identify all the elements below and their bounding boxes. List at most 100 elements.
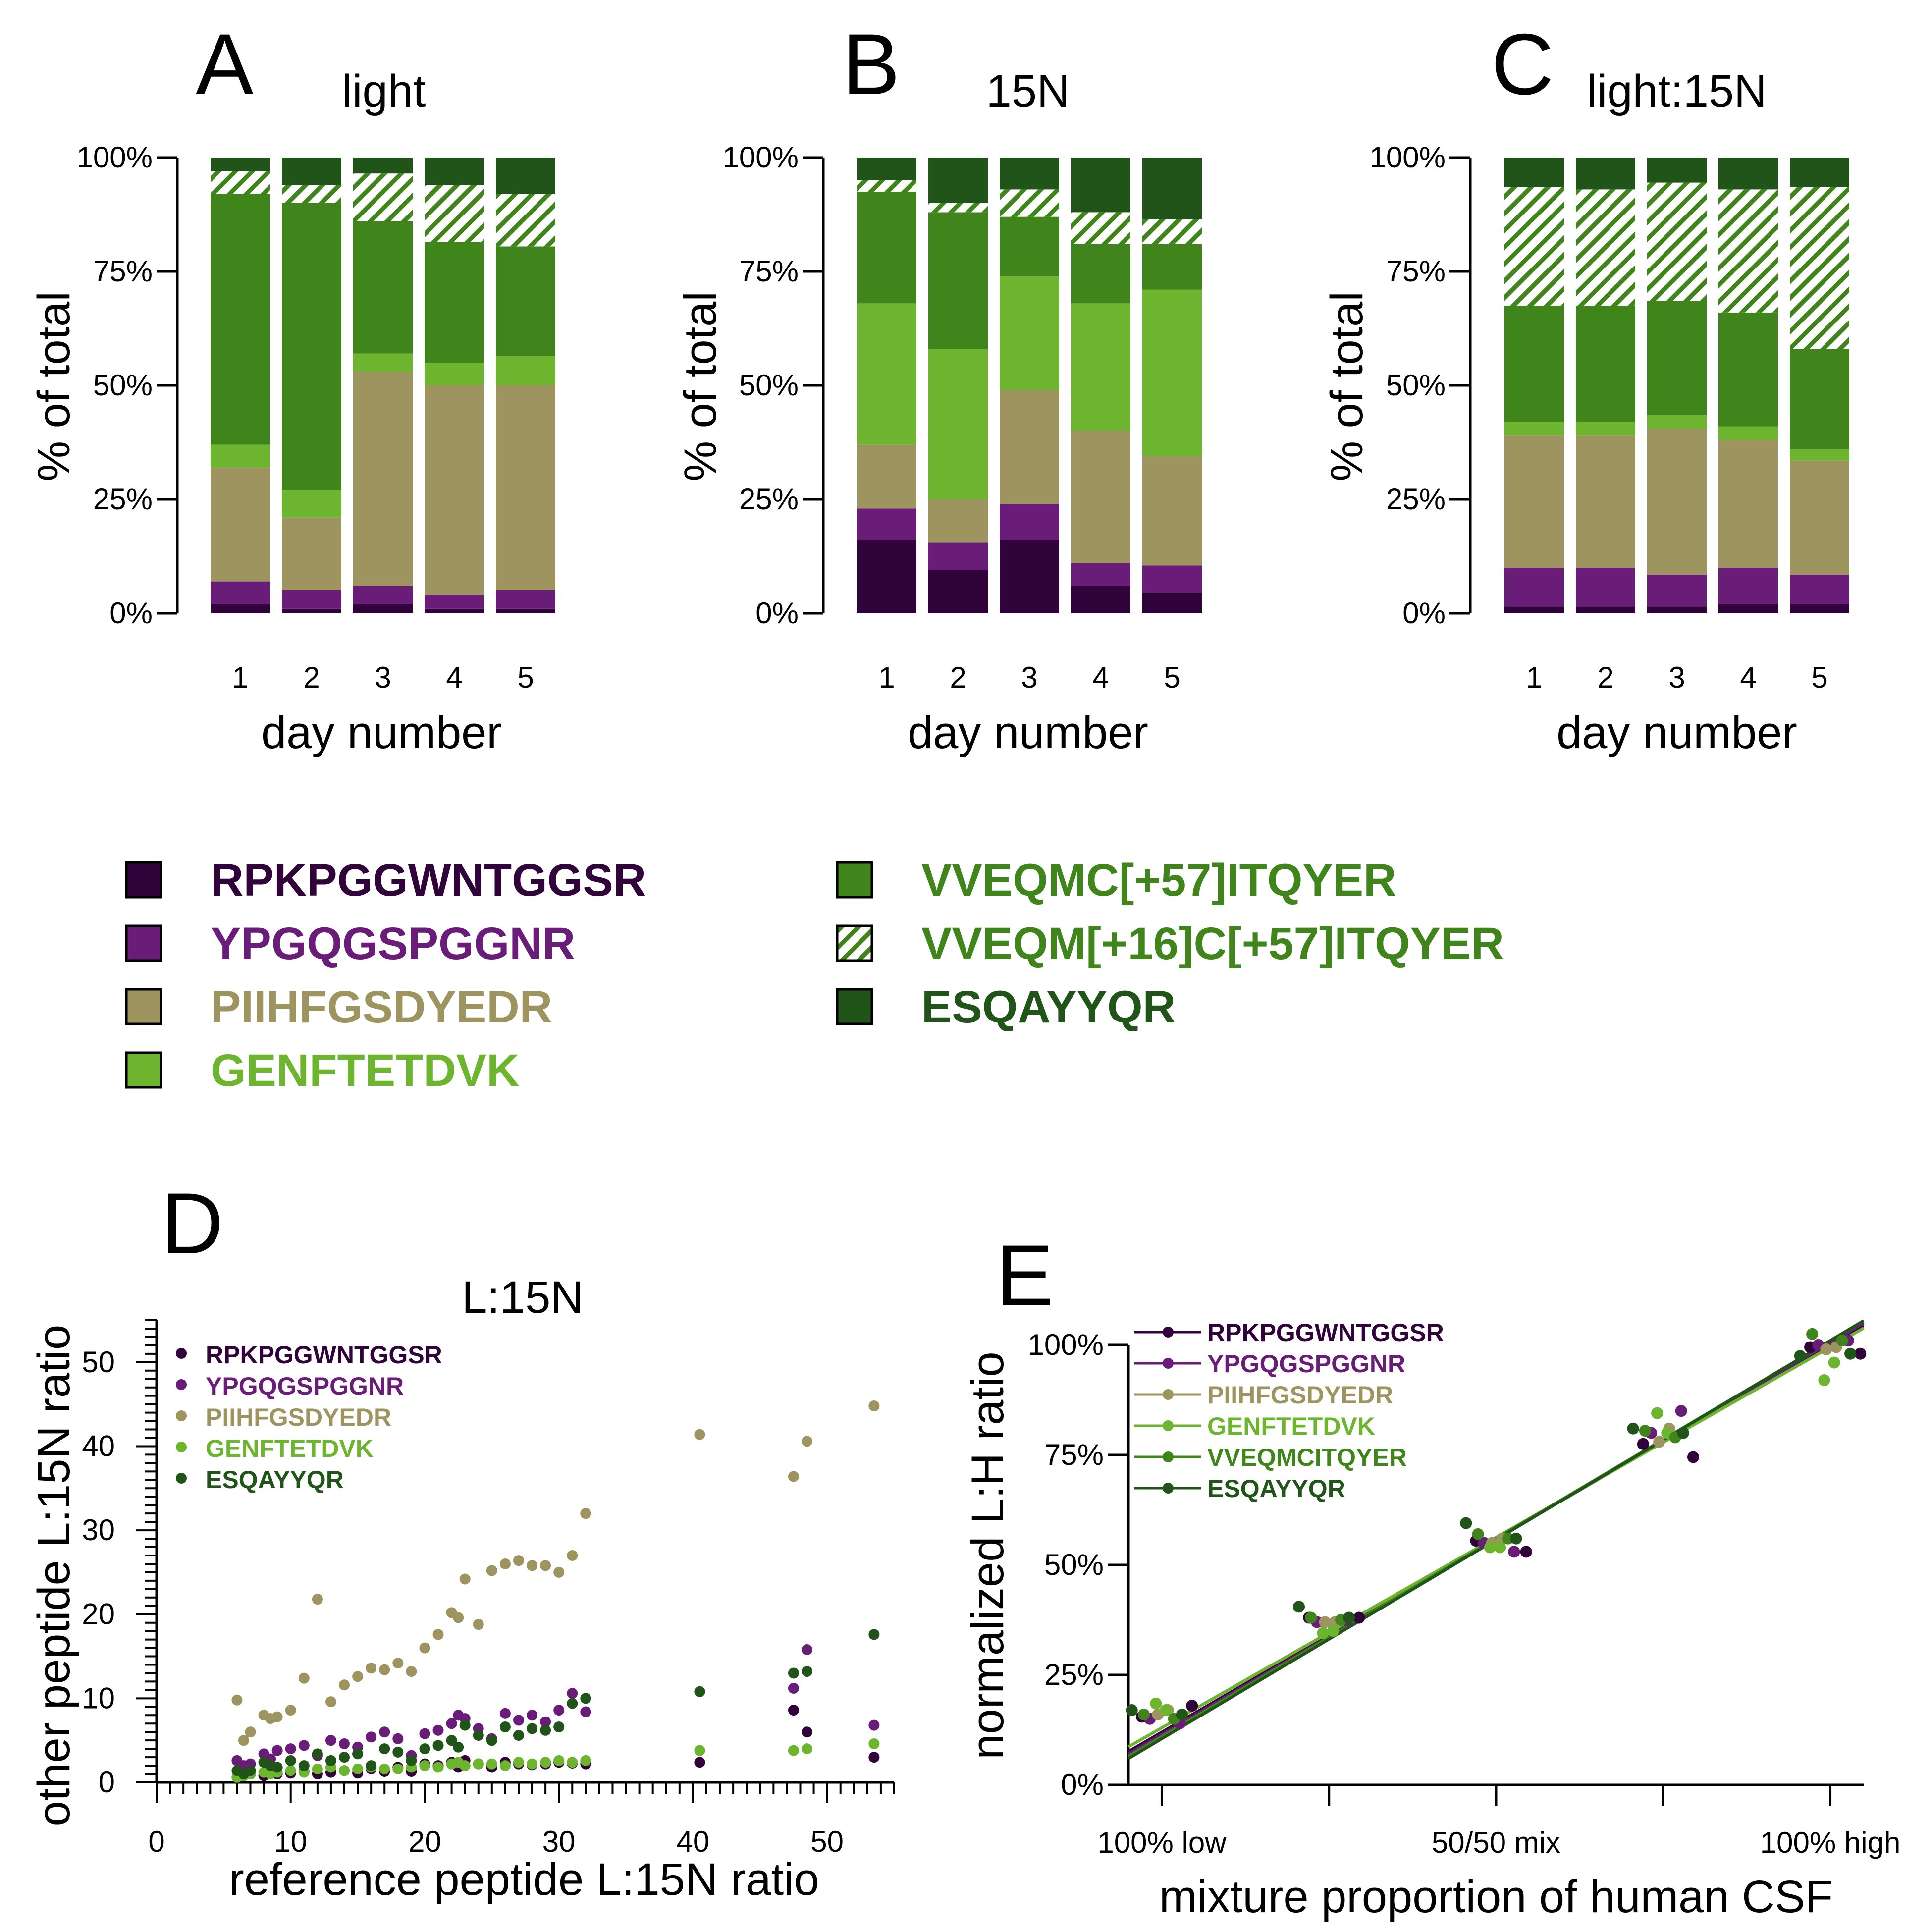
point-genftetdvk bbox=[580, 1755, 591, 1766]
legend-marker-rpkpggwntggsr bbox=[1163, 1327, 1174, 1338]
chart-d-xlabel: reference peptide L:15N ratio bbox=[229, 1854, 819, 1905]
bar-segment-vveqm-16-c-57-itqyer bbox=[496, 194, 555, 247]
bar-segment-vveqm-16-c-57-itqyer bbox=[1504, 187, 1564, 306]
point-ypgqgspggnr bbox=[272, 1745, 283, 1756]
legend-swatch-vveqm-16-c-57-itqyer bbox=[837, 926, 872, 961]
point-piihfgsdyedr bbox=[1653, 1436, 1665, 1448]
bar-segment-rpkpggwntggsr bbox=[282, 609, 341, 613]
point-piihfgsdyedr bbox=[392, 1658, 403, 1668]
bar-segment-esqayyqr bbox=[425, 158, 484, 185]
point-genftetdvk bbox=[486, 1759, 497, 1770]
point-ypgqgspggnr bbox=[366, 1731, 376, 1742]
point-esqayyqr bbox=[352, 1748, 363, 1759]
bar-chart-b: 15N % of total day number 0% 25% 50% 75% 100… bbox=[675, 66, 1202, 758]
x-tick-label: 5 bbox=[517, 661, 534, 694]
panel-label-e: E bbox=[996, 1228, 1054, 1324]
point-esqayyqr bbox=[433, 1740, 444, 1751]
chart-e-xlabel: mixture proportion of human CSF bbox=[1159, 1872, 1833, 1922]
point-ypgqgspggnr bbox=[325, 1735, 336, 1746]
x-tick-label: 10 bbox=[274, 1825, 307, 1858]
point-piihfgsdyedr bbox=[245, 1726, 256, 1737]
point-genftetdvk bbox=[1484, 1541, 1496, 1553]
bar-segment-piihfgsdyedr bbox=[496, 385, 555, 590]
bar-segment-ypgqgspggnr bbox=[282, 590, 341, 609]
bar-segment-piihfgsdyedr bbox=[1142, 456, 1202, 566]
bar-segment-vveqmc-57-itqyer bbox=[282, 203, 341, 490]
point-vveqmcitqyer bbox=[1305, 1612, 1317, 1624]
point-esqayyqr bbox=[1126, 1704, 1138, 1716]
point-ypgqgspggnr bbox=[868, 1720, 879, 1731]
legend-marker-piihfgsdyedr bbox=[176, 1410, 187, 1421]
point-piihfgsdyedr bbox=[513, 1555, 524, 1566]
point-genftetdvk bbox=[1150, 1698, 1162, 1710]
point-vveqmcitqyer bbox=[1138, 1709, 1150, 1720]
bar-segment-esqayyqr bbox=[496, 158, 555, 194]
bar-segment-vveqm-16-c-57-itqyer bbox=[928, 203, 988, 212]
panel-label-d: D bbox=[161, 1176, 223, 1272]
bar-segment-esqayyqr bbox=[211, 158, 270, 171]
point-genftetdvk bbox=[419, 1760, 430, 1771]
legend-swatch-piihfgsdyedr bbox=[126, 989, 161, 1024]
x-tick-label: 5 bbox=[1164, 661, 1180, 694]
legend-label-genftetdvk: GENFTETDVK bbox=[211, 1045, 520, 1096]
bar-segment-ypgqgspggnr bbox=[1790, 575, 1849, 604]
y-tick-label: 0% bbox=[109, 596, 153, 630]
bar-segment-ypgqgspggnr bbox=[211, 582, 270, 604]
bar-segment-ypgqgspggnr bbox=[353, 586, 413, 604]
point-rpkpggwntggsr bbox=[788, 1705, 799, 1716]
point-genftetdvk bbox=[868, 1738, 879, 1749]
legend-swatch-rpkpggwntggsr bbox=[126, 862, 161, 897]
legend-label-vveqmc-57-itqyer: VVEQMC[+57]ITQYER bbox=[921, 855, 1396, 906]
bar-segment-piihfgsdyedr bbox=[1071, 431, 1130, 563]
point-esqayyqr bbox=[406, 1755, 417, 1766]
bar-segment-vveqm-16-c-57-itqyer bbox=[1071, 212, 1130, 244]
point-piihfgsdyedr bbox=[285, 1705, 296, 1716]
y-tick-label: 75% bbox=[93, 255, 153, 288]
point-ypgqgspggnr bbox=[1508, 1546, 1520, 1557]
bar-segment-piihfgsdyedr bbox=[1000, 390, 1059, 504]
bar-segment-piihfgsdyedr bbox=[1647, 429, 1707, 574]
point-esqayyqr bbox=[1343, 1612, 1355, 1624]
y-tick-label: 50% bbox=[1044, 1548, 1104, 1581]
bar-segment-genftetdvk bbox=[857, 303, 916, 444]
point-vveqmcitqyer bbox=[1639, 1425, 1651, 1437]
y-tick-label: 50% bbox=[739, 369, 799, 402]
point-esqayyqr bbox=[513, 1730, 524, 1741]
point-piihfgsdyedr bbox=[419, 1643, 430, 1654]
bar-segment-vveqmc-57-itqyer bbox=[1142, 244, 1202, 290]
bar-segment-genftetdvk bbox=[928, 349, 988, 499]
bar-segment-ypgqgspggnr bbox=[1504, 568, 1564, 606]
point-genftetdvk bbox=[567, 1757, 578, 1768]
bar-segment-genftetdvk bbox=[1790, 449, 1849, 461]
legend-label-ypgqgspggnr: YPGQGSPGGNR bbox=[211, 918, 575, 969]
point-esqayyqr bbox=[868, 1629, 879, 1640]
point-piihfgsdyedr bbox=[339, 1679, 350, 1690]
point-esqayyqr bbox=[500, 1721, 511, 1732]
point-genftetdvk bbox=[553, 1755, 564, 1766]
bar-segment-esqayyqr bbox=[1576, 158, 1635, 189]
point-esqayyqr bbox=[285, 1755, 296, 1766]
bar-segment-vveqmc-57-itqyer bbox=[1647, 301, 1707, 415]
point-esqayyqr bbox=[366, 1760, 376, 1771]
point-vveqmcitqyer bbox=[1836, 1335, 1848, 1346]
point-ypgqgspggnr bbox=[1675, 1405, 1687, 1417]
point-vveqmcitqyer bbox=[1472, 1528, 1484, 1540]
bar-segment-rpkpggwntggsr bbox=[1576, 606, 1635, 613]
x-tick-label: 2 bbox=[303, 661, 320, 694]
x-tick-label: 50/50 mix bbox=[1432, 1826, 1560, 1859]
bar-segment-rpkpggwntggsr bbox=[353, 604, 413, 613]
bar-segment-rpkpggwntggsr bbox=[1071, 586, 1130, 613]
panel-label-b: B bbox=[842, 16, 900, 113]
bar-segment-esqayyqr bbox=[1790, 158, 1849, 187]
legend-swatch-esqayyqr bbox=[837, 989, 872, 1024]
point-esqayyqr bbox=[1176, 1709, 1188, 1720]
point-genftetdvk bbox=[392, 1764, 403, 1774]
bar-segment-vveqm-16-c-57-itqyer bbox=[1790, 187, 1849, 349]
point-esqayyqr bbox=[299, 1760, 310, 1771]
x-tick-label: 5 bbox=[1811, 661, 1827, 694]
bar-segment-genftetdvk bbox=[1142, 290, 1202, 456]
point-piihfgsdyedr bbox=[325, 1696, 336, 1707]
bar-segment-piihfgsdyedr bbox=[857, 445, 916, 509]
legend-marker-rpkpggwntggsr bbox=[176, 1348, 187, 1359]
y-tick-label: 50% bbox=[93, 369, 153, 402]
